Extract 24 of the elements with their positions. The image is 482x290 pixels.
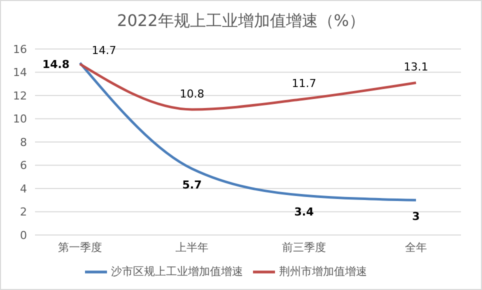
chart-title: 2022年规上工业增加值增速（%）: [116, 11, 366, 32]
legend-label: 沙市区规上工业增加值增速: [111, 265, 243, 278]
data-label: 3.4: [294, 205, 314, 218]
y-tick-label: 0: [20, 228, 27, 242]
y-tick-label: 4: [20, 182, 27, 196]
data-label: 10.8: [180, 87, 204, 100]
data-label: 3: [412, 210, 420, 224]
y-tick-label: 2: [20, 206, 27, 219]
x-tick-label: 第一季度: [58, 240, 102, 254]
y-tick-label: 16: [13, 42, 27, 56]
y-tick-label: 14: [13, 66, 27, 80]
data-label: 14.8: [42, 58, 70, 71]
x-tick-label: 全年: [405, 240, 427, 254]
x-tick-label: 前三季度: [282, 240, 326, 254]
data-label: 14.7: [92, 44, 116, 58]
data-label: 11.7: [292, 76, 316, 90]
data-label: 5.7: [182, 178, 202, 192]
y-tick-label: 6: [20, 159, 27, 172]
y-tick-label: 10: [13, 112, 27, 126]
y-tick-label: 8: [20, 136, 27, 149]
y-tick-label: 12: [13, 89, 27, 102]
data-label: 13.1: [404, 60, 428, 74]
x-tick-label: 上半年: [176, 240, 208, 254]
legend-label: 荆州市增加值增速: [279, 265, 367, 278]
